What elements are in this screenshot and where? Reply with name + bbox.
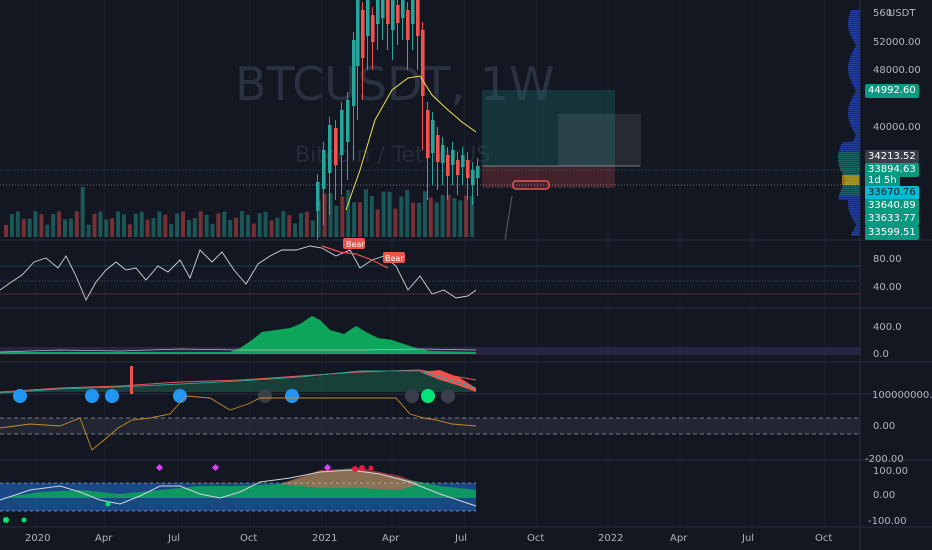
price-highlight-label: 33670.76	[865, 186, 919, 200]
time-axis[interactable]: 2020 Apr Jul Oct 2021 Apr Jul Oct 2022 Apr Jul Oct	[25, 533, 832, 544]
price-highlight-label: 33640.89	[865, 199, 919, 213]
cci-axis-0: 0.00	[873, 421, 895, 432]
osc-axis-400: 400.0	[873, 322, 902, 333]
price-highlight-label: 1d 5h	[865, 174, 900, 188]
price-axis-label-1: 560	[873, 8, 892, 19]
price-highlight-label: 33633.77	[865, 212, 919, 226]
time-axis-label: Oct	[527, 533, 544, 544]
volume-profile	[838, 10, 860, 236]
time-axis-label: Oct	[240, 533, 257, 544]
price-axis-label-4: 40000.00	[873, 122, 921, 133]
rsi-axis-40: 40.00	[873, 282, 902, 293]
time-axis-label: Oct	[815, 533, 832, 544]
bear-signal-1	[343, 238, 365, 249]
time-axis-label: Jul	[454, 533, 467, 544]
position-overlay	[558, 114, 641, 166]
macd-axis-label: 100000000.00	[872, 390, 932, 401]
wave-axis-100: 100.00	[873, 466, 908, 477]
time-axis-label: 2020	[25, 533, 50, 544]
time-axis-label: 2022	[598, 533, 623, 544]
bear-signal-2	[383, 252, 405, 263]
candles	[316, 0, 480, 240]
time-axis-label: 2021	[312, 533, 337, 544]
bear-signal-1-label: Bear	[346, 240, 365, 249]
currency-label[interactable]: USDT	[888, 8, 916, 19]
wave-axis-0: 0.00	[873, 490, 895, 501]
cci-line	[0, 395, 477, 451]
price-highlight-label: 33599.51	[865, 226, 919, 240]
macd-dots	[13, 389, 455, 403]
price-highlight-label: 44992.60	[865, 84, 919, 98]
osc-axis-0: 0.0	[873, 349, 889, 360]
time-axis-label: Apr	[95, 533, 113, 544]
position-profit-zone[interactable]	[482, 90, 615, 166]
price-axis-label-2: 52000.00	[873, 37, 921, 48]
histogram-area	[0, 316, 476, 354]
time-axis-label: Jul	[741, 533, 754, 544]
time-axis-label: Apr	[670, 533, 688, 544]
projection-line	[504, 195, 513, 241]
volume-bars	[4, 187, 475, 237]
time-axis-label: Apr	[382, 533, 400, 544]
rsi-axis-80: 80.00	[873, 254, 902, 265]
price-highlight-label: 33894.63	[865, 163, 919, 177]
price-highlight-label: 34213.52	[865, 150, 919, 164]
wave-axis-minus100: -100.00	[868, 516, 907, 527]
price-axis-label-3: 48000.00	[873, 65, 921, 76]
moving-average-line	[345, 75, 477, 211]
position-stop-zone[interactable]	[482, 166, 615, 188]
symbol-watermark: BTCUSDT, 1W	[235, 57, 554, 111]
rsi-line	[0, 245, 477, 302]
bear-signal-2-label: Bear	[385, 254, 404, 263]
time-axis-label: Jul	[167, 533, 180, 544]
cci-axis-minus200: -200.00	[865, 454, 904, 465]
wave-markers	[3, 463, 374, 523]
